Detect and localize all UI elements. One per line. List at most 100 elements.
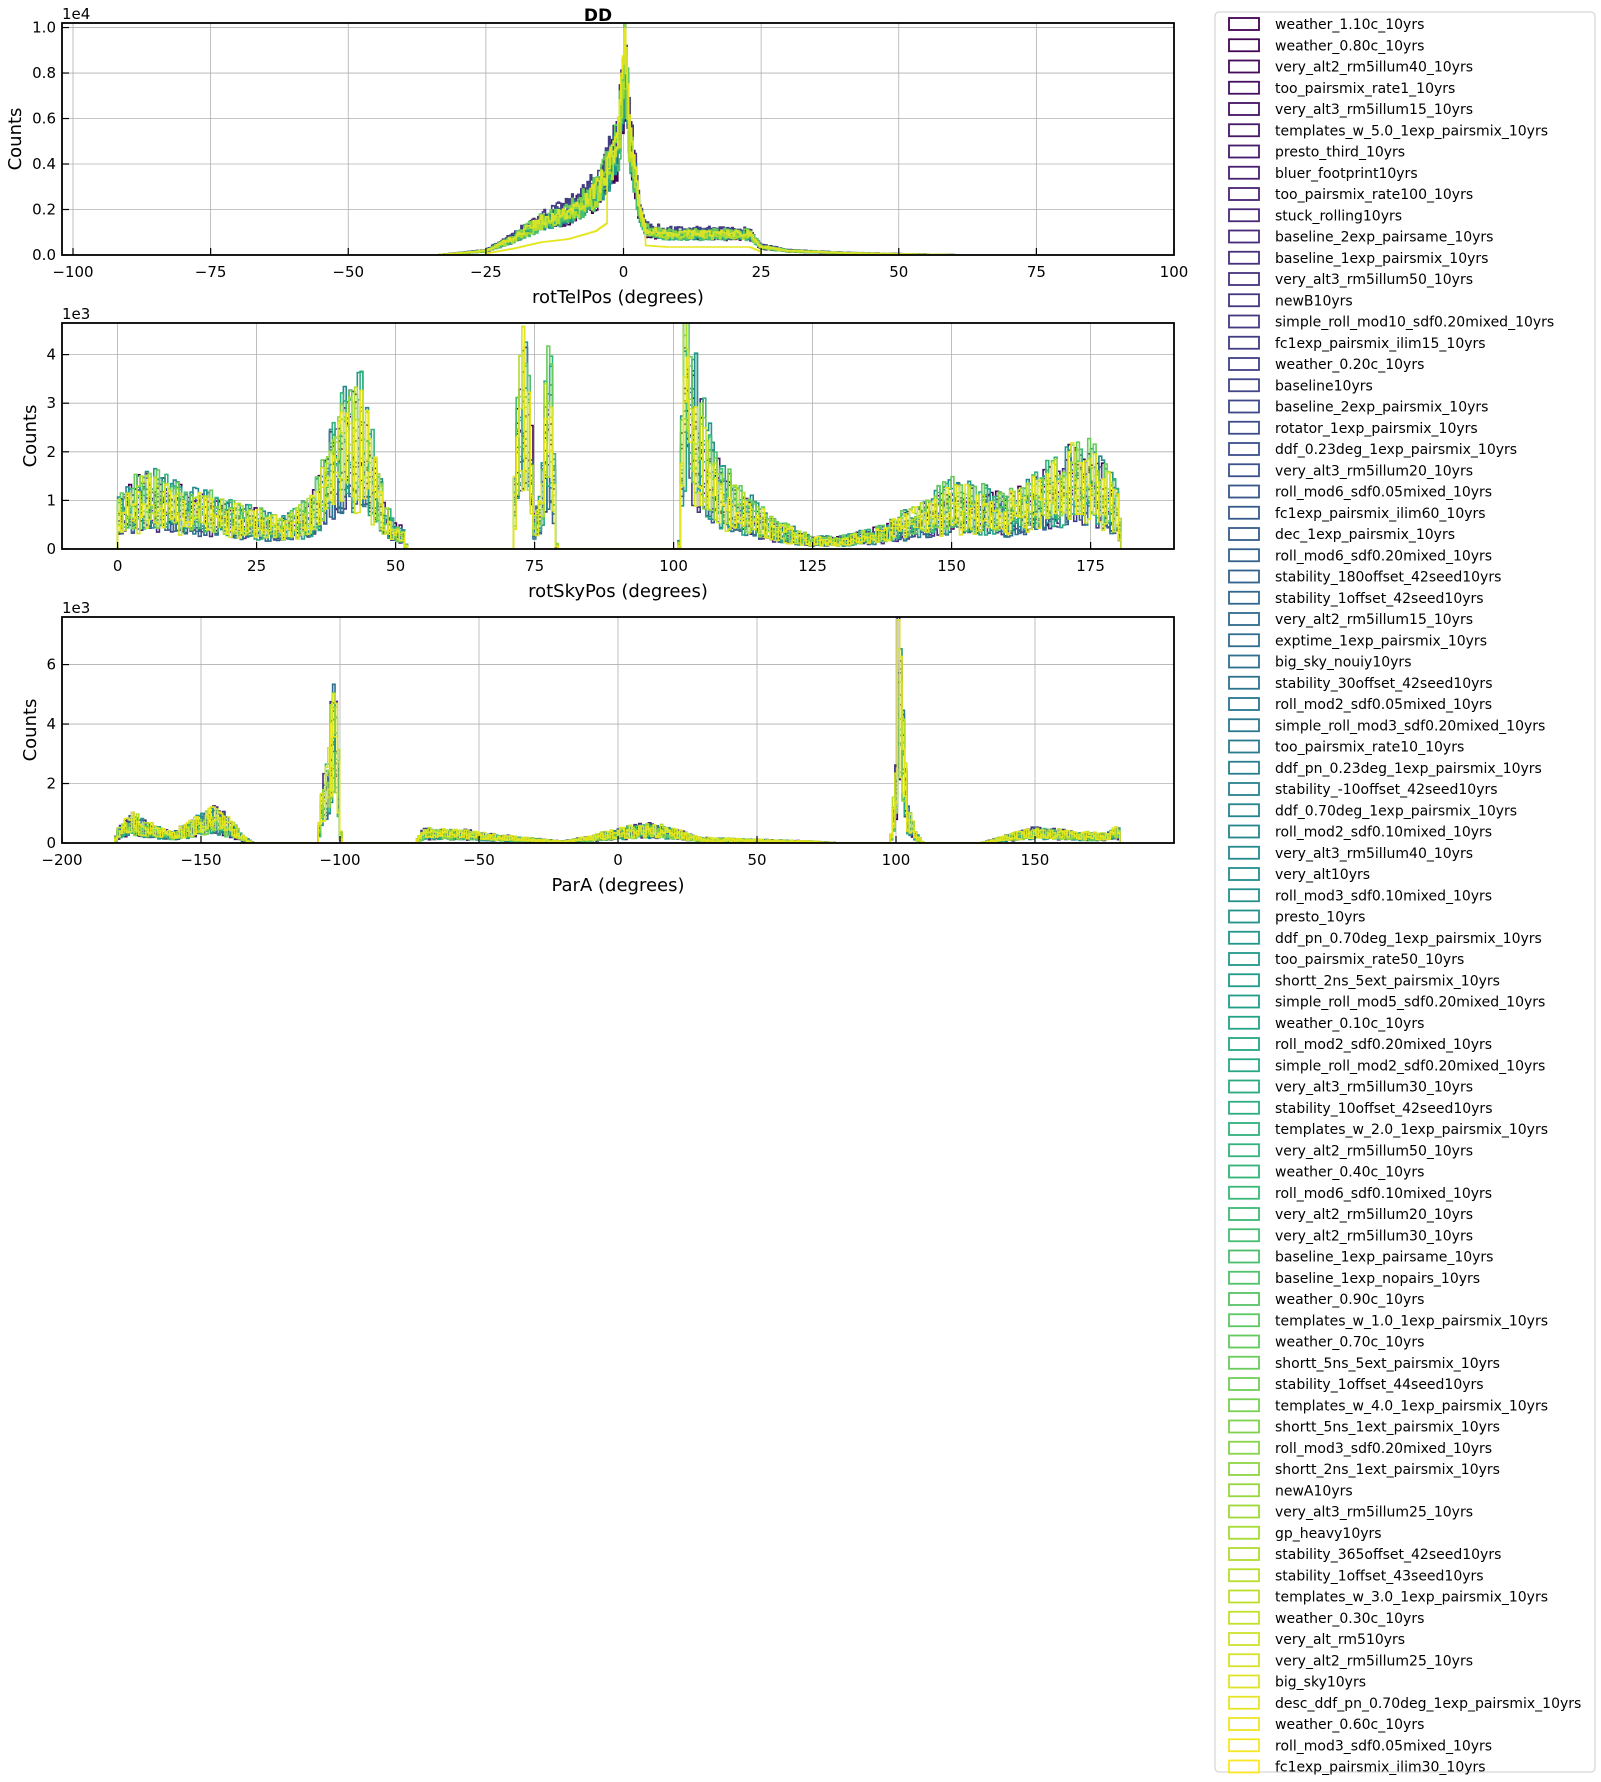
legend-swatch	[1228, 1674, 1260, 1689]
histogram-series	[114, 619, 1121, 843]
y-axis-multiplier: 1e3	[62, 305, 90, 323]
x-tick-label: −200	[41, 851, 82, 869]
legend-swatch	[1228, 952, 1260, 966]
legend-label: very_alt3_rm5illum15_10yrs	[1275, 102, 1473, 118]
legend-label: simple_roll_mod5_sdf0.20mixed_10yrs	[1275, 995, 1545, 1011]
legend-label: baseline10yrs	[1275, 378, 1373, 394]
legend-entry: shortt_5ns_5ext_pairsmix_10yrs	[1228, 1356, 1500, 1372]
legend-entry: simple_roll_mod2_sdf0.20mixed_10yrs	[1228, 1058, 1545, 1074]
legend-entry: weather_0.90c_10yrs	[1228, 1292, 1424, 1308]
legend-entry: exptime_1exp_pairsmix_10yrs	[1228, 633, 1487, 649]
legend-label: baseline_1exp_pairsmix_10yrs	[1275, 251, 1488, 267]
legend-entry: very_alt3_rm5illum15_10yrs	[1228, 102, 1473, 118]
x-tick-label: 25	[752, 263, 771, 281]
legend-swatch	[1228, 17, 1260, 31]
legend-swatch	[1228, 442, 1260, 456]
legend-label: roll_mod2_sdf0.10mixed_10yrs	[1275, 825, 1492, 841]
legend-swatch	[1228, 1185, 1260, 1200]
histogram-series	[114, 709, 1121, 843]
legend-label: weather_0.70c_10yrs	[1275, 1335, 1424, 1351]
legend-entry: big_sky_nouiy10yrs	[1228, 654, 1412, 671]
legend-entry: ddf_pn_0.70deg_1exp_pairsmix_10yrs	[1228, 931, 1542, 947]
x-tick-label: −50	[332, 263, 364, 281]
legend-label: newB10yrs	[1275, 293, 1353, 309]
subplot-2: 0 25 50 75 100 125 150 175 0 1 2 3 4 1e3 rotSkyPos (de…	[20, 305, 1175, 602]
legend-entry: very_alt3_rm5illum30_10yrs	[1228, 1080, 1473, 1096]
legend-entry: templates_w_1.0_1exp_pairsmix_10yrs	[1228, 1313, 1548, 1329]
legend-entry: roll_mod3_sdf0.20mixed_10yrs	[1228, 1441, 1492, 1457]
legend-swatch	[1228, 420, 1260, 435]
x-axis-label: rotSkyPos (degrees)	[528, 581, 708, 602]
legend-entry: templates_w_3.0_1exp_pairsmix_10yrs	[1228, 1590, 1548, 1606]
x-tick-label: 75	[525, 557, 544, 575]
gridlines	[61, 617, 1174, 844]
legend-entry: dec_1exp_pairsmix_10yrs	[1228, 527, 1455, 543]
legend-label: very_alt10yrs	[1275, 867, 1370, 883]
legend-entry: very_alt2_rm5illum40_10yrs	[1228, 59, 1473, 76]
y-tick-label: 2	[46, 443, 56, 461]
legend-swatch	[1228, 123, 1260, 138]
legend-swatch	[1228, 59, 1260, 74]
subplot-3: −200 −150 −100 −50 0 50 100 150 0 2 4 6 1e3 ParA (deg…	[20, 599, 1175, 896]
legend-label: weather_0.80c_10yrs	[1275, 38, 1424, 54]
legend-label: gp_heavy10yrs	[1275, 1526, 1382, 1542]
legend-swatch	[1228, 1334, 1260, 1349]
legend-swatch	[1228, 1483, 1260, 1498]
legend-label: simple_roll_mod10_sdf0.20mixed_10yrs	[1275, 315, 1554, 331]
x-tick-label: −100	[52, 263, 93, 281]
x-tick-label: −75	[195, 263, 227, 281]
legend-entry: very_alt2_rm5illum25_10yrs	[1228, 1653, 1473, 1669]
legend-label: weather_0.60c_10yrs	[1275, 1717, 1424, 1733]
legend-entry: baseline_1exp_nopairs_10yrs	[1228, 1270, 1480, 1287]
legend-swatch	[1228, 1228, 1260, 1243]
histogram-series	[114, 648, 1121, 843]
legend-label: very_alt2_rm5illum25_10yrs	[1275, 1653, 1473, 1669]
histogram-series	[435, 23, 960, 255]
histogram-series	[114, 742, 1121, 843]
legend-entry: stuck_rolling10yrs	[1228, 208, 1402, 224]
legend-swatch	[1228, 1398, 1260, 1413]
legend-swatch	[1228, 208, 1260, 223]
legend-swatch	[1228, 1122, 1260, 1136]
y-tick-label: 0.4	[32, 155, 56, 173]
legend-entry: very_alt2_rm5illum30_10yrs	[1228, 1228, 1473, 1244]
legend-entry: very_alt3_rm5illum40_10yrs	[1228, 846, 1473, 862]
legend-swatch	[1228, 484, 1260, 499]
legend-entry: stability_30offset_42seed10yrs	[1228, 676, 1493, 692]
legend-entry: stability_365offset_42seed10yrs	[1228, 1547, 1501, 1563]
histogram-series	[114, 692, 1121, 843]
legend-label: roll_mod2_sdf0.20mixed_10yrs	[1275, 1037, 1492, 1053]
legend-label: simple_roll_mod2_sdf0.20mixed_10yrs	[1275, 1058, 1545, 1074]
legend-swatch	[1228, 1462, 1260, 1476]
histogram-series	[436, 27, 960, 255]
histogram-series-group	[435, 23, 960, 255]
legend-entry: baseline_1exp_pairsmix_10yrs	[1228, 251, 1488, 267]
legend-swatch	[1228, 824, 1260, 839]
legend-label: fc1exp_pairsmix_ilim15_10yrs	[1275, 336, 1486, 352]
legend-label: too_pairsmix_rate100_10yrs	[1275, 187, 1473, 203]
legend-swatch	[1228, 187, 1260, 201]
legend-label: exptime_1exp_pairsmix_10yrs	[1275, 633, 1487, 649]
histogram-series	[435, 23, 960, 255]
legend-label: templates_w_2.0_1exp_pairsmix_10yrs	[1275, 1122, 1548, 1138]
legend-swatch	[1228, 144, 1260, 159]
legend-label: presto_third_10yrs	[1275, 145, 1405, 161]
legend-label: stability_1offset_43seed10yrs	[1275, 1568, 1484, 1584]
legend-swatch	[1228, 569, 1260, 584]
x-tick-label: 50	[386, 557, 405, 575]
legend-entry: simple_roll_mod5_sdf0.20mixed_10yrs	[1228, 995, 1545, 1011]
x-tick-label: 150	[1021, 851, 1050, 869]
x-tick-label: 100	[1160, 263, 1189, 281]
legend-swatch	[1228, 718, 1260, 733]
legend-entry: simple_roll_mod3_sdf0.20mixed_10yrs	[1228, 718, 1545, 734]
y-tick-label: 0	[46, 834, 56, 852]
legend-swatch	[1228, 463, 1260, 478]
legend-swatch	[1228, 654, 1260, 669]
legend-label: very_alt2_rm5illum40_10yrs	[1275, 60, 1473, 76]
legend-swatch	[1228, 505, 1260, 520]
legend-swatch	[1228, 1270, 1260, 1285]
legend-label: stuck_rolling10yrs	[1275, 208, 1402, 224]
y-axis-multiplier: 1e4	[62, 5, 90, 23]
y-tick-label: 0.8	[32, 64, 56, 82]
